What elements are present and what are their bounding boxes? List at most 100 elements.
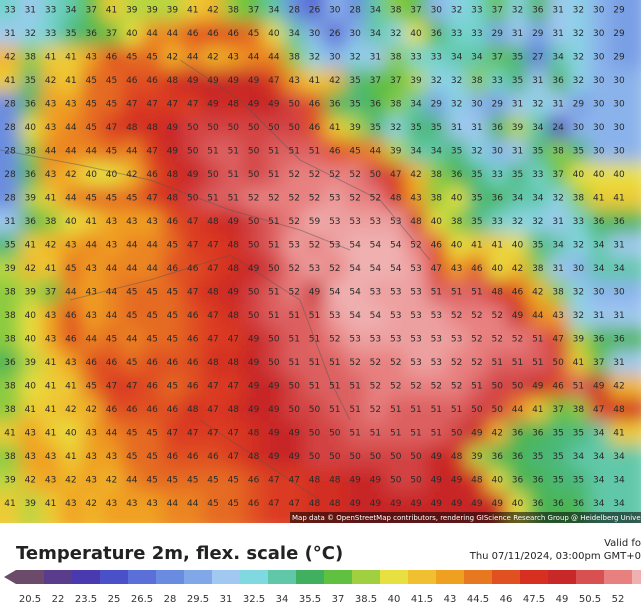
temp-cell	[588, 186, 610, 211]
temp-value: 49	[187, 76, 199, 86]
temp-value: 52	[491, 311, 502, 321]
temp-cell	[202, 468, 225, 493]
temp-value: 42	[85, 405, 96, 415]
colorbar-swatch	[576, 570, 604, 584]
temp-value: 52	[288, 288, 299, 298]
temp-value: 38	[471, 76, 483, 86]
temp-cell	[40, 68, 62, 94]
temp-value: 41	[45, 264, 56, 274]
temp-cell	[527, 139, 549, 164]
temp-value: 53	[288, 241, 299, 251]
temp-cell	[608, 280, 641, 305]
temp-cell	[0, 21, 22, 47]
temp-cell	[304, 162, 326, 188]
temp-value: 41	[613, 429, 624, 439]
temp-value: 51	[329, 358, 340, 368]
temp-cell	[405, 444, 428, 470]
temp-cell	[223, 374, 245, 399]
temp-value: 48	[390, 194, 402, 204]
temp-value: 54	[390, 264, 402, 274]
temp-cell	[182, 68, 204, 94]
temp-cell	[223, 256, 245, 282]
temp-value: 34	[268, 6, 280, 16]
temp-cell	[40, 115, 62, 141]
temp-cell	[507, 374, 529, 399]
temp-value: 48	[187, 405, 199, 415]
temp-cell	[344, 233, 367, 258]
temp-cell	[487, 397, 509, 423]
temp-cell	[344, 209, 367, 235]
temp-value: 46	[187, 335, 199, 345]
temp-cell	[365, 327, 387, 352]
temp-cell	[426, 186, 448, 211]
colorbar-swatch	[604, 570, 632, 584]
temp-cell	[81, 21, 103, 47]
temp-cell	[81, 327, 103, 352]
temp-value: 41	[613, 194, 624, 204]
temp-value: 43	[65, 499, 76, 509]
colorbar-swatch	[240, 570, 268, 584]
temp-value: 51	[532, 335, 543, 345]
temp-value: 40	[410, 29, 422, 39]
temp-value: 38	[4, 405, 16, 415]
temp-cell	[182, 491, 204, 523]
temp-cell	[588, 444, 610, 470]
colorbar-swatch	[268, 570, 296, 584]
temp-value: 36	[25, 170, 37, 180]
temp-cell	[284, 139, 306, 164]
temp-value: 49	[349, 476, 361, 486]
temp-value: 36	[532, 499, 544, 509]
temp-cell	[365, 421, 387, 446]
temp-value: 47	[167, 429, 178, 439]
temp-cell	[588, 0, 610, 23]
temp-cell	[365, 115, 387, 141]
temp-cell	[507, 92, 529, 117]
temp-cell	[182, 45, 204, 70]
colorbar-tick-label: 20.5	[19, 594, 41, 605]
temp-cell	[344, 186, 367, 211]
temp-value: 50	[248, 147, 260, 157]
temp-cell	[202, 139, 225, 164]
temp-value: 44	[106, 311, 118, 321]
temp-cell	[81, 468, 103, 493]
temp-cell	[202, 491, 225, 523]
temp-value: 32	[309, 53, 320, 63]
temp-value: 49	[207, 76, 219, 86]
temp-value: 39	[126, 6, 138, 16]
temp-cell	[405, 21, 428, 47]
temp-cell	[141, 397, 164, 423]
temp-value: 52	[309, 170, 320, 180]
temp-value: 50	[228, 123, 240, 133]
temp-value: 32	[512, 6, 523, 16]
temp-value: 50	[268, 264, 280, 274]
temp-cell	[304, 444, 326, 470]
temp-cell	[284, 350, 306, 376]
temp-value: 43	[146, 499, 157, 509]
temp-cell	[121, 491, 143, 523]
temp-cell	[547, 21, 570, 47]
temp-cell	[385, 115, 407, 141]
temp-cell	[527, 350, 549, 376]
temp-cell	[568, 0, 590, 23]
temp-value: 32	[390, 123, 401, 133]
temp-cell	[568, 233, 590, 258]
temp-cell	[446, 0, 468, 23]
temp-value: 52	[288, 194, 299, 204]
temp-cell	[385, 209, 407, 235]
temp-value: 50	[329, 452, 341, 462]
temp-cell	[101, 45, 123, 70]
temp-cell	[81, 280, 103, 305]
temp-value: 52	[309, 194, 320, 204]
temp-value: 41	[471, 241, 482, 251]
temp-cell	[182, 256, 204, 282]
temp-value: 54	[370, 241, 382, 251]
temp-value: 42	[45, 241, 56, 251]
temp-value: 29	[613, 6, 625, 16]
temp-cell	[568, 68, 590, 94]
temp-value: 52	[512, 335, 523, 345]
temp-cell	[547, 444, 570, 470]
temp-cell	[365, 397, 387, 423]
temp-value: 50	[248, 123, 260, 133]
temp-value: 41	[65, 53, 76, 63]
